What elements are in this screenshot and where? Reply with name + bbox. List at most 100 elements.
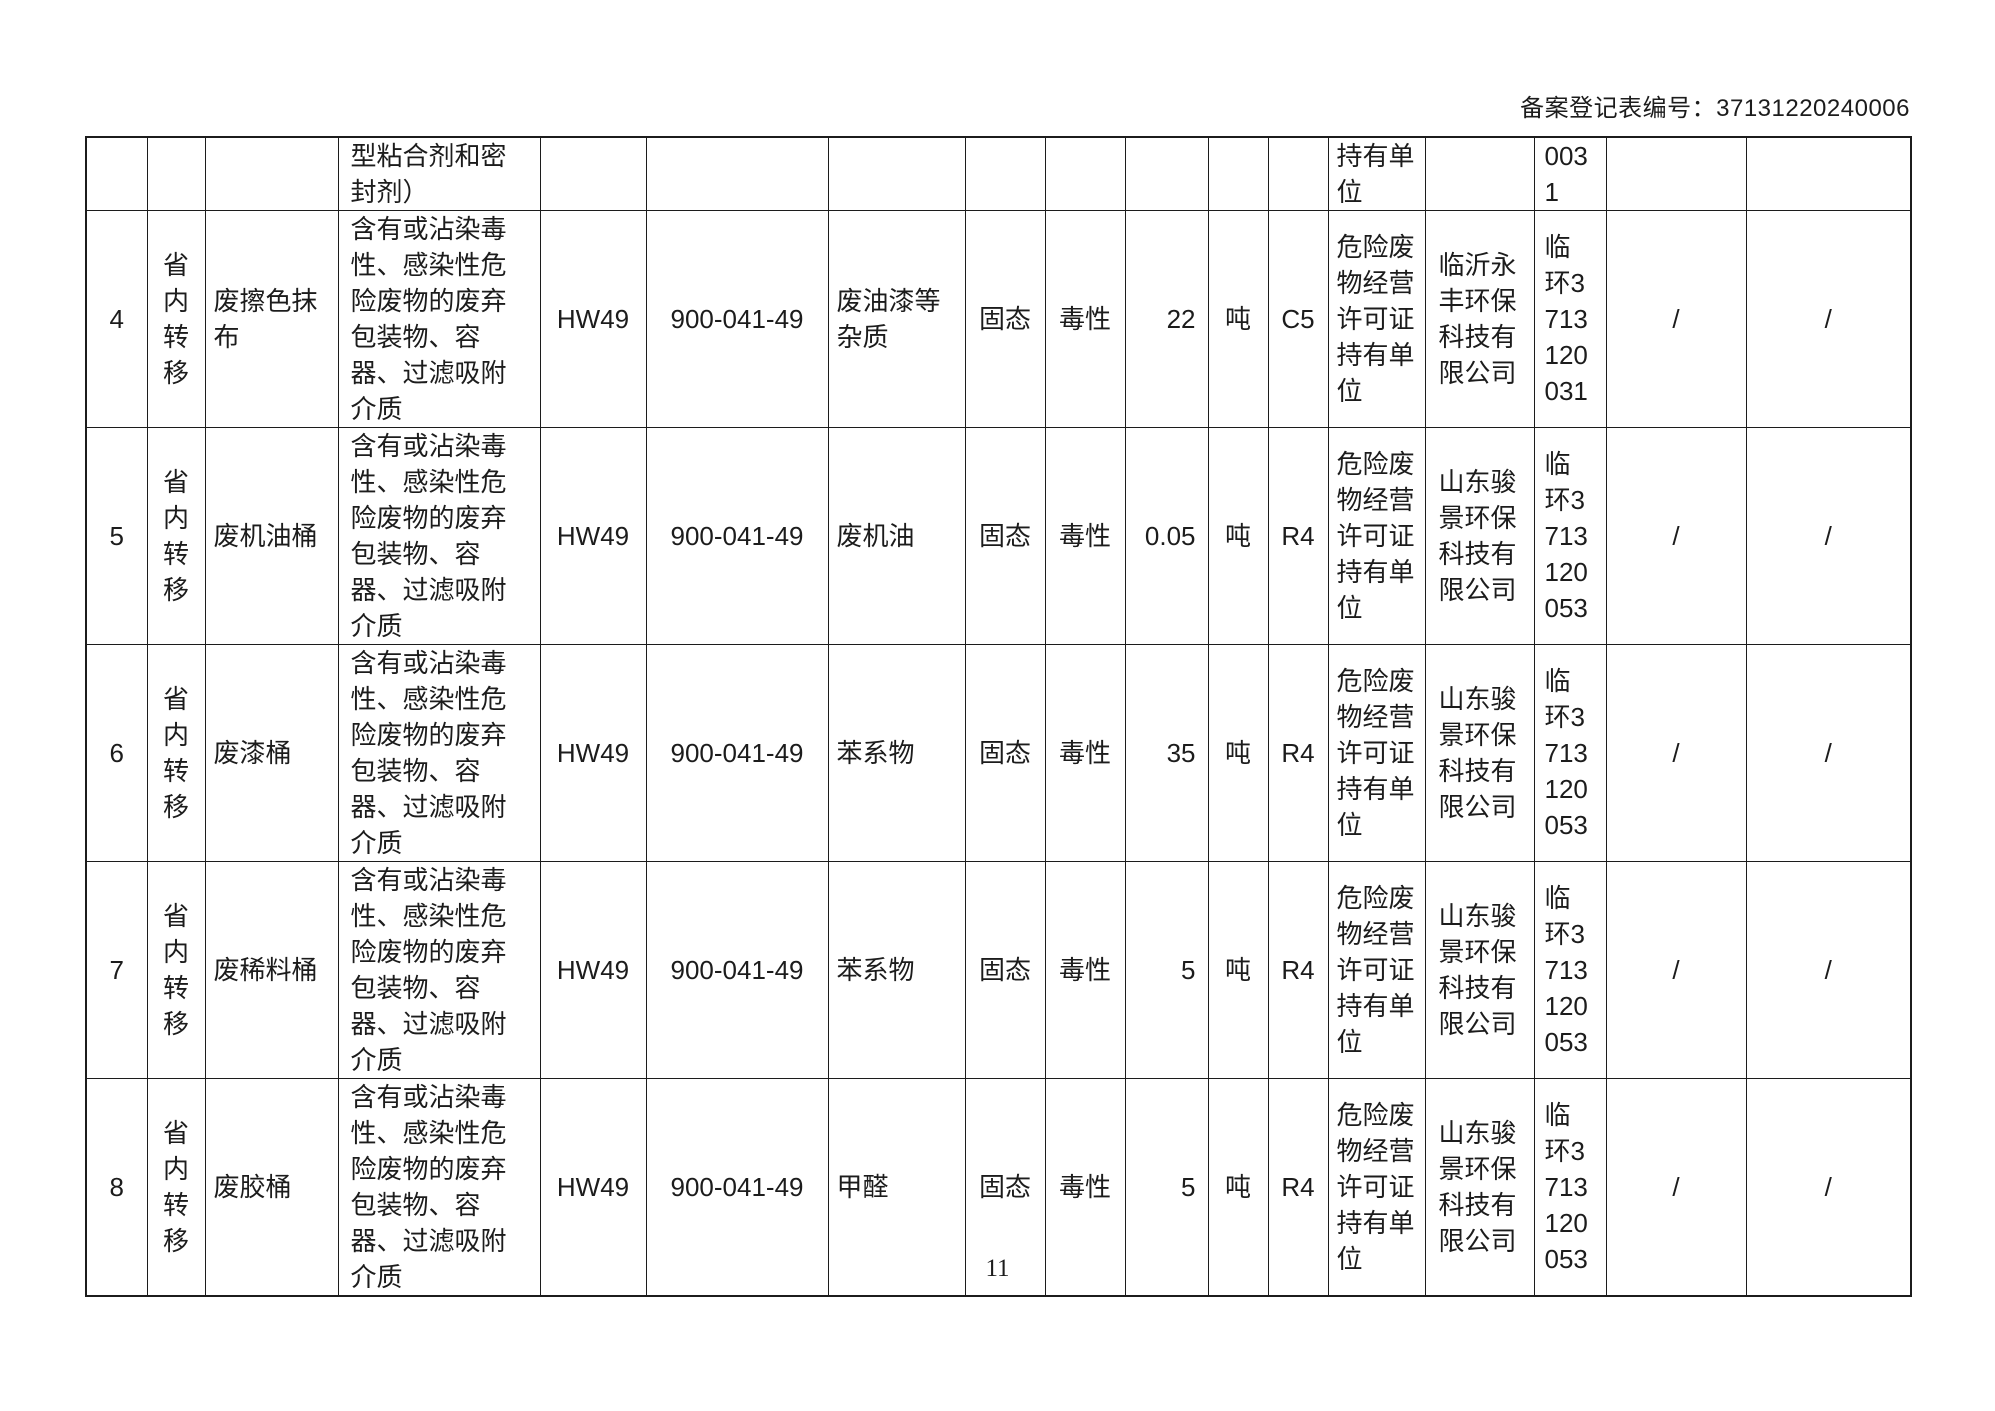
- table-row: 5 省内转移 废机油桶 含有或沾染毒性、感染性危险废物的废弃包装物、容器、过滤吸…: [85, 427, 1912, 645]
- cell-description: 含有或沾染毒性、感染性危险废物的废弃包装物、容器、过滤吸附介质: [337, 644, 541, 862]
- cell-transfer-type: [146, 136, 206, 211]
- cell-license-number: 临环3713120031: [1533, 210, 1607, 428]
- cell-method-code: R4: [1267, 861, 1329, 1079]
- cell-waste-name: 废机油桶: [204, 427, 339, 645]
- cell-physical-form: 固态: [964, 210, 1046, 428]
- cell-waste-category: HW49: [539, 644, 647, 862]
- cell-waste-code: 900-041-49: [645, 210, 829, 428]
- cell-license-holder: 危险废物经营许可证持有单位: [1327, 210, 1426, 428]
- cell-transfer-type: 省内转移: [146, 861, 206, 1079]
- cell-physical-form: [964, 136, 1046, 211]
- cell-license-number: 临环3713120053: [1533, 644, 1607, 862]
- cell-hazard-trait: 毒性: [1044, 861, 1126, 1079]
- cell-description: 含有或沾染毒性、感染性危险废物的废弃包装物、容器、过滤吸附介质: [337, 861, 541, 1079]
- cell-extra-2: [1745, 136, 1912, 211]
- cell-seq: 4: [85, 210, 148, 428]
- cell-quantity: 5: [1124, 861, 1209, 1079]
- cell-license-number: 临环3713120053: [1533, 427, 1607, 645]
- cell-extra-1: /: [1605, 210, 1747, 428]
- cell-description: 含有或沾染毒性、感染性危险废物的废弃包装物、容器、过滤吸附介质: [337, 427, 541, 645]
- cell-description: 含有或沾染毒性、感染性危险废物的废弃包装物、容器、过滤吸附介质: [337, 210, 541, 428]
- cell-company: 临沂永丰环保科技有限公司: [1424, 210, 1535, 428]
- table-row: 7 省内转移 废稀料桶 含有或沾染毒性、感染性危险废物的废弃包装物、容器、过滤吸…: [85, 861, 1912, 1079]
- cell-main-component: 废机油: [827, 427, 966, 645]
- cell-quantity: 0.05: [1124, 427, 1209, 645]
- cell-company: 山东骏景环保科技有限公司: [1424, 861, 1535, 1079]
- cell-quantity: 22: [1124, 210, 1209, 428]
- cell-extra-1: [1605, 136, 1747, 211]
- cell-transfer-type: 省内转移: [146, 644, 206, 862]
- cell-physical-form: 固态: [964, 427, 1046, 645]
- registration-number: 37131220240006: [1716, 95, 1910, 122]
- cell-waste-category: HW49: [539, 427, 647, 645]
- cell-method-code: C5: [1267, 210, 1329, 428]
- cell-seq: 5: [85, 427, 148, 645]
- cell-unit: 吨: [1207, 1078, 1269, 1297]
- cell-extra-2: /: [1745, 644, 1912, 862]
- cell-description: 含有或沾染毒性、感染性危险废物的废弃包装物、容器、过滤吸附介质: [337, 1078, 541, 1297]
- cell-company: [1424, 136, 1535, 211]
- hazardous-waste-table: 型粘合剂和密封剂） 持有单位 0031 4 省内转移 废擦色抹布 含有或沾染毒: [85, 136, 1912, 1297]
- cell-extra-2: /: [1745, 427, 1912, 645]
- cell-extra-1: /: [1605, 427, 1747, 645]
- cell-waste-name: 废漆桶: [204, 644, 339, 862]
- cell-waste-category: HW49: [539, 210, 647, 428]
- cell-seq: [85, 136, 148, 211]
- cell-hazard-trait: [1044, 136, 1126, 211]
- cell-waste-name: 废擦色抹布: [204, 210, 339, 428]
- cell-quantity: 5: [1124, 1078, 1209, 1297]
- cell-hazard-trait: 毒性: [1044, 427, 1126, 645]
- cell-license-number: 0031: [1533, 136, 1607, 211]
- cell-waste-category: HW49: [539, 861, 647, 1079]
- cell-waste-code: 900-041-49: [645, 861, 829, 1079]
- cell-waste-code: 900-041-49: [645, 644, 829, 862]
- cell-main-component: 废油漆等杂质: [827, 210, 966, 428]
- table-row: 6 省内转移 废漆桶 含有或沾染毒性、感染性危险废物的废弃包装物、容器、过滤吸附…: [85, 644, 1912, 862]
- cell-waste-code: 900-041-49: [645, 427, 829, 645]
- cell-main-component: [827, 136, 966, 211]
- cell-physical-form: 固态: [964, 644, 1046, 862]
- cell-quantity: 35: [1124, 644, 1209, 862]
- cell-hazard-trait: 毒性: [1044, 1078, 1126, 1297]
- table-row-carryover: 型粘合剂和密封剂） 持有单位 0031: [85, 136, 1912, 211]
- cell-license-number: 临环3713120053: [1533, 861, 1607, 1079]
- cell-description: 型粘合剂和密封剂）: [337, 136, 541, 211]
- cell-seq: 7: [85, 861, 148, 1079]
- cell-license-holder: 危险废物经营许可证持有单位: [1327, 861, 1426, 1079]
- cell-license-holder: 危险废物经营许可证持有单位: [1327, 427, 1426, 645]
- cell-transfer-type: 省内转移: [146, 1078, 206, 1297]
- cell-company: 山东骏景环保科技有限公司: [1424, 1078, 1535, 1297]
- cell-unit: 吨: [1207, 210, 1269, 428]
- registration-number-line: 备案登记表编号：37131220240006: [1520, 88, 1910, 123]
- cell-main-component: 苯系物: [827, 644, 966, 862]
- cell-hazard-trait: 毒性: [1044, 210, 1126, 428]
- cell-main-component: 甲醛: [827, 1078, 966, 1297]
- cell-physical-form: 固态: [964, 861, 1046, 1079]
- cell-extra-2: /: [1745, 1078, 1912, 1297]
- cell-waste-code: [645, 136, 829, 211]
- cell-transfer-type: 省内转移: [146, 427, 206, 645]
- cell-unit: 吨: [1207, 861, 1269, 1079]
- cell-extra-2: /: [1745, 861, 1912, 1079]
- cell-license-number: 临环3713120053: [1533, 1078, 1607, 1297]
- cell-method-code: R4: [1267, 1078, 1329, 1297]
- cell-unit: 吨: [1207, 427, 1269, 645]
- cell-unit: 吨: [1207, 644, 1269, 862]
- cell-method-code: [1267, 136, 1329, 211]
- cell-extra-1: /: [1605, 1078, 1747, 1297]
- cell-seq: 6: [85, 644, 148, 862]
- cell-main-component: 苯系物: [827, 861, 966, 1079]
- cell-waste-code: 900-041-49: [645, 1078, 829, 1297]
- page-number: 11: [985, 1255, 1010, 1282]
- table-row: 4 省内转移 废擦色抹布 含有或沾染毒性、感染性危险废物的废弃包装物、容器、过滤…: [85, 210, 1912, 428]
- cell-company: 山东骏景环保科技有限公司: [1424, 644, 1535, 862]
- cell-method-code: R4: [1267, 644, 1329, 862]
- cell-waste-category: [539, 136, 647, 211]
- cell-waste-name: 废稀料桶: [204, 861, 339, 1079]
- cell-extra-2: /: [1745, 210, 1912, 428]
- cell-unit: [1207, 136, 1269, 211]
- cell-license-holder: 危险废物经营许可证持有单位: [1327, 644, 1426, 862]
- cell-transfer-type: 省内转移: [146, 210, 206, 428]
- cell-hazard-trait: 毒性: [1044, 644, 1126, 862]
